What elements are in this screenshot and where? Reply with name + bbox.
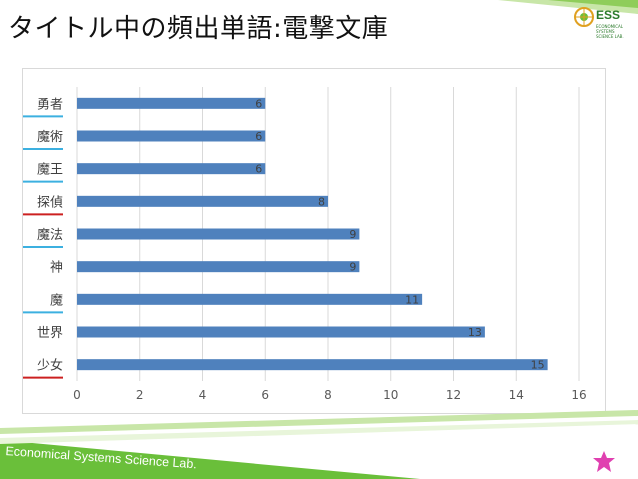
data-label: 15 <box>531 359 545 372</box>
category-label: 少女 <box>37 358 63 374</box>
category-label: 魔 <box>50 293 63 308</box>
logo-text: ESS <box>596 8 621 22</box>
x-tick-label: 4 <box>199 388 207 402</box>
bar <box>77 195 328 207</box>
data-label: 13 <box>468 326 482 339</box>
data-label: 11 <box>405 293 419 306</box>
x-tick-label: 6 <box>261 388 269 402</box>
ess-logo <box>574 7 594 27</box>
data-label: 6 <box>255 130 262 143</box>
bar <box>77 326 485 338</box>
bar <box>77 130 266 142</box>
bar <box>77 359 548 371</box>
chart-frame: 0 2 4 6 8 10 12 14 16 6 勇者 6 魔術 6 魔王 8 探偵 9 魔法 9 神 11 魔 13 世界 15 少… <box>22 68 606 414</box>
category-label: 魔術 <box>37 130 63 145</box>
category-label: 魔王 <box>37 163 63 178</box>
x-tick-label: 8 <box>324 388 332 402</box>
x-tick-label: 16 <box>571 388 586 402</box>
x-tick-label: 2 <box>136 388 144 402</box>
data-label: 8 <box>318 195 325 208</box>
star-icon <box>593 451 615 472</box>
bar <box>77 163 266 175</box>
category-label: 神 <box>50 261 63 276</box>
x-tick-label: 14 <box>509 388 524 402</box>
category-label: 勇者 <box>37 97 63 112</box>
logo-subtext: ECONOMICAL SYSTEMS SCIENCE LAB. <box>596 24 624 39</box>
x-tick-label: 10 <box>383 388 398 402</box>
bar <box>77 97 266 109</box>
category-label: 探偵 <box>37 195 63 210</box>
header-decoration <box>498 0 638 14</box>
bar <box>77 228 360 240</box>
footer-decoration <box>0 410 638 479</box>
category-label: 魔法 <box>37 228 63 243</box>
bar <box>77 293 423 305</box>
x-tick-label: 12 <box>446 388 461 402</box>
bar-chart: 0 2 4 6 8 10 12 14 16 6 勇者 6 魔術 6 魔王 8 探偵 9 魔法 9 神 11 魔 13 世界 15 少… <box>23 87 587 402</box>
category-label: 世界 <box>37 326 63 341</box>
data-label: 6 <box>255 163 262 176</box>
data-label: 9 <box>349 261 356 274</box>
bar <box>77 261 360 273</box>
slide-title: タイトル中の頻出単語:電撃文庫 <box>8 14 389 44</box>
x-tick-label: 0 <box>73 388 81 402</box>
data-label: 9 <box>349 228 356 241</box>
data-label: 6 <box>255 97 262 110</box>
